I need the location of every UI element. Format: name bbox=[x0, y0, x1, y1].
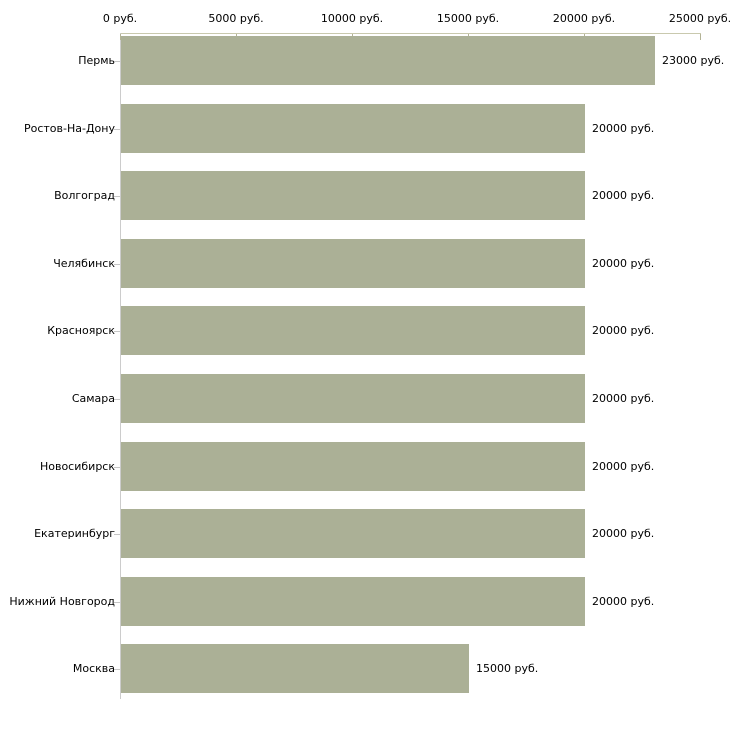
value-label: 23000 руб. bbox=[662, 54, 725, 67]
axis-tick-label: 25000 руб. bbox=[668, 12, 730, 25]
axis-tick bbox=[120, 34, 121, 40]
value-label: 15000 руб. bbox=[476, 662, 539, 675]
category-label: Екатеринбург bbox=[34, 527, 115, 540]
category-label: Ростов-На-Дону bbox=[23, 122, 115, 135]
value-label: 20000 руб. bbox=[592, 392, 655, 405]
category-label: Челябинск bbox=[53, 257, 115, 270]
category-tick bbox=[114, 602, 120, 603]
value-label: 20000 руб. bbox=[592, 257, 655, 270]
category-label: Москва bbox=[72, 662, 115, 675]
value-label: 20000 руб. bbox=[592, 595, 655, 608]
value-label: 20000 руб. bbox=[592, 527, 655, 540]
axis-tick bbox=[700, 34, 701, 40]
axis-tick-label: 20000 руб. bbox=[552, 12, 616, 25]
category-label: Волгоград bbox=[54, 189, 115, 202]
top-axis-line bbox=[120, 33, 701, 34]
bar bbox=[121, 509, 585, 558]
bar bbox=[121, 442, 585, 491]
category-label: Новосибирск bbox=[39, 460, 115, 473]
category-label: Пермь bbox=[78, 54, 115, 67]
axis-tick-label: 10000 руб. bbox=[320, 12, 384, 25]
bar bbox=[121, 577, 585, 626]
value-label: 20000 руб. bbox=[592, 122, 655, 135]
bar bbox=[121, 36, 655, 85]
category-tick bbox=[114, 534, 120, 535]
category-tick bbox=[114, 61, 120, 62]
category-label: Красноярск bbox=[47, 324, 115, 337]
value-label: 20000 руб. bbox=[592, 460, 655, 473]
category-tick bbox=[114, 264, 120, 265]
bar bbox=[121, 171, 585, 220]
bar bbox=[121, 239, 585, 288]
axis-tick-label: 15000 руб. bbox=[436, 12, 500, 25]
bar bbox=[121, 104, 585, 153]
bar bbox=[121, 306, 585, 355]
category-tick bbox=[114, 196, 120, 197]
value-label: 20000 руб. bbox=[592, 324, 655, 337]
category-label: Самара bbox=[71, 392, 115, 405]
category-tick bbox=[114, 129, 120, 130]
category-tick bbox=[114, 669, 120, 670]
value-label: 20000 руб. bbox=[592, 189, 655, 202]
axis-tick-label: 0 руб. bbox=[102, 12, 138, 25]
category-label: Нижний Новгород bbox=[9, 595, 115, 608]
left-axis-line bbox=[120, 33, 121, 699]
bar bbox=[121, 644, 469, 693]
category-tick bbox=[114, 399, 120, 400]
axis-tick-label: 5000 руб. bbox=[208, 12, 264, 25]
category-tick bbox=[114, 467, 120, 468]
category-tick bbox=[114, 331, 120, 332]
bar bbox=[121, 374, 585, 423]
